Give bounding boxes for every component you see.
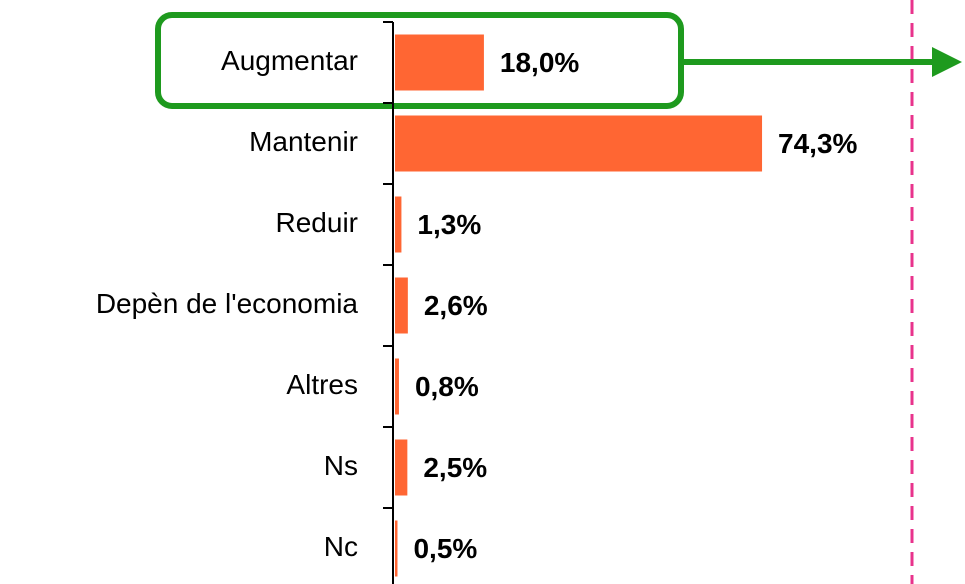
value-label: 0,5% bbox=[413, 533, 477, 564]
value-label: 2,5% bbox=[423, 452, 487, 483]
value-label: 1,3% bbox=[417, 209, 481, 240]
category-label: Augmentar bbox=[221, 45, 358, 76]
bar bbox=[395, 196, 402, 253]
highlight-arrowhead bbox=[932, 47, 962, 77]
bar bbox=[395, 358, 399, 415]
category-label: Ns bbox=[324, 450, 358, 481]
category-label: Altres bbox=[286, 369, 358, 400]
value-label: 74,3% bbox=[778, 128, 857, 159]
bar bbox=[395, 520, 398, 577]
category-label: Reduir bbox=[276, 207, 358, 238]
category-label: Mantenir bbox=[249, 126, 358, 157]
category-label: Depèn de l'economia bbox=[96, 288, 359, 319]
value-label: 2,6% bbox=[424, 290, 488, 321]
bar bbox=[395, 439, 408, 496]
value-label: 0,8% bbox=[415, 371, 479, 402]
value-label: 18,0% bbox=[500, 47, 579, 78]
bar bbox=[395, 115, 763, 172]
category-label: Nc bbox=[324, 531, 358, 562]
bar bbox=[395, 277, 408, 334]
bar bbox=[395, 34, 484, 91]
